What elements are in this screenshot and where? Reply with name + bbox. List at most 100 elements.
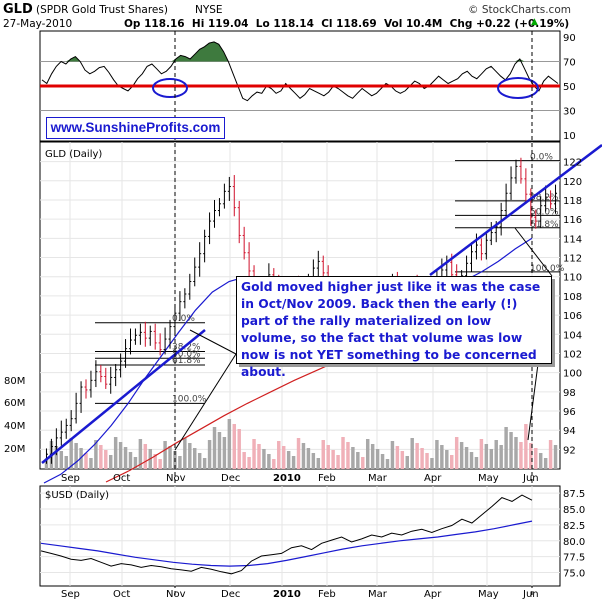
copyright-label: © StockCharts.com <box>468 4 571 16</box>
fib-label-may: 0.0% <box>530 153 553 163</box>
price-month-label: Sep <box>61 473 80 484</box>
volume-bar <box>494 440 498 469</box>
volume-bar <box>316 458 321 469</box>
volume-bar <box>94 440 98 469</box>
volume-bar <box>74 443 78 469</box>
volume-bar <box>336 455 340 469</box>
price-month-label: Jun <box>522 473 539 484</box>
volume-bar <box>524 424 528 469</box>
rsi-tick-label: 30 <box>563 107 576 118</box>
price-tick-label: 114 <box>563 234 582 245</box>
fib-label-may: 61.8% <box>530 220 559 230</box>
usd-tick-label: 85.0 <box>563 505 585 516</box>
fib-label-oct: 0.0% <box>172 314 195 324</box>
volume-bar <box>133 457 138 469</box>
volume-bar <box>237 429 241 469</box>
volume-bar <box>538 453 543 469</box>
volume-bar <box>529 443 533 469</box>
volume-bar <box>509 432 513 469</box>
volume-bar <box>202 458 207 469</box>
volume-bar <box>89 458 93 469</box>
ticker-symbol: GLD <box>3 2 33 17</box>
usd-month-label: Apr <box>424 589 442 600</box>
fib-label-oct: 50.0% <box>172 349 201 359</box>
fib-label-oct: 61.8% <box>172 356 201 366</box>
rsi-y-axis: 90 70 50 30 10 <box>563 33 576 142</box>
usd-tick-label: 75.0 <box>563 568 585 579</box>
volume-bar <box>207 440 212 469</box>
volume-bar <box>365 439 370 469</box>
price-month-label: Mar <box>368 473 388 484</box>
volume-bar <box>435 440 439 469</box>
volume-bar <box>79 448 83 469</box>
fib-label-oct: 38.2% <box>172 343 201 353</box>
volume-bar <box>504 427 508 469</box>
ticker-exchange: NYSE <box>195 4 223 16</box>
volume-bar <box>479 439 484 469</box>
volume-bar <box>104 450 108 469</box>
volume-bar <box>143 444 148 469</box>
volume-bars <box>44 419 558 469</box>
price-month-label: Nov <box>166 473 186 484</box>
usd-panel <box>39 485 561 587</box>
volume-bar <box>212 427 217 469</box>
usd-month-label: Mar <box>368 589 388 600</box>
volume-bar <box>356 452 360 469</box>
website-label[interactable]: www.SunshineProfits.com <box>46 117 225 139</box>
volume-bar <box>118 442 123 469</box>
usd-grid <box>40 486 560 586</box>
volume-bar <box>44 459 49 469</box>
volume-tick-label: 40M <box>4 421 25 432</box>
usd-ma-line <box>40 520 533 567</box>
volume-bar <box>430 458 434 469</box>
volume-bar <box>183 438 187 469</box>
price-tick-label: 102 <box>563 349 582 360</box>
price-tick-label: 122 <box>563 158 582 169</box>
volume-bar <box>232 424 237 469</box>
trendline-oct <box>41 329 206 464</box>
price-tick-label: 118 <box>563 196 582 207</box>
volume-bar <box>108 455 113 469</box>
volume-bar <box>272 459 276 469</box>
price-tick-label: 94 <box>563 426 576 437</box>
volume-bar <box>445 450 449 469</box>
volume-bar <box>321 440 325 469</box>
volume-bar <box>341 437 345 469</box>
price-tick-label: 106 <box>563 311 582 322</box>
volume-bar <box>227 419 232 469</box>
volume-bar <box>306 448 311 469</box>
volume-bar <box>99 445 103 469</box>
volume-bar <box>54 446 59 469</box>
volume-bar <box>217 432 222 469</box>
volume-bar <box>514 437 518 469</box>
volume-bar <box>469 452 474 469</box>
quote-date: 27-May-2010 <box>3 18 73 30</box>
usd-month-label: Jun <box>522 589 539 600</box>
volume-bar <box>370 444 375 469</box>
volume-bar <box>252 439 256 469</box>
price-tick-label: 92 <box>563 445 576 456</box>
volume-bar <box>222 437 227 469</box>
volume-bar <box>420 448 424 469</box>
volume-bar <box>390 441 395 469</box>
volume-bar <box>499 445 503 469</box>
price-tick-label: 96 <box>563 407 576 418</box>
rsi-circle-may <box>497 77 539 99</box>
fib-label-may: 100.0% <box>530 264 565 274</box>
volume-bar <box>489 449 494 469</box>
volume-bar <box>380 454 385 469</box>
price-tick-label: 100 <box>563 369 582 380</box>
fib-label-may: 38.2% <box>530 193 559 203</box>
usd-month-label: Dec <box>221 589 240 600</box>
volume-bar <box>59 451 64 469</box>
volume-bar <box>553 445 558 469</box>
volume-bar <box>69 438 73 469</box>
volume-bar <box>331 450 335 469</box>
volume-bar <box>351 447 355 469</box>
volume-bar <box>178 456 182 469</box>
annotation-callout: Gold moved higher just like it was the c… <box>236 276 552 379</box>
usd-tick-label: 87.5 <box>563 489 585 500</box>
price-month-label: May <box>478 473 499 484</box>
usd-tick-label: 80.0 <box>563 537 585 548</box>
